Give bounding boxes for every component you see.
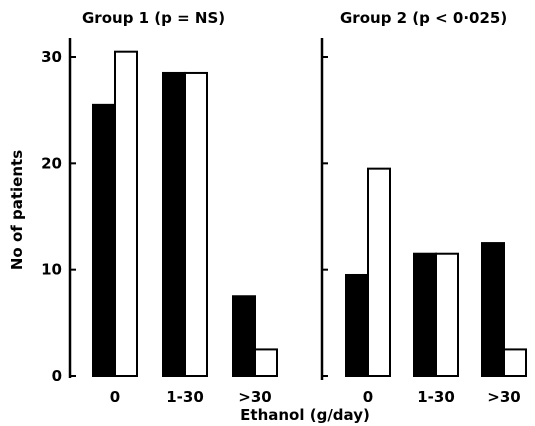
- panel-group-2: Group 2 (p < 0·025) 0 1-30 >30: [320, 9, 527, 406]
- y-ticks: 0 10 20 30: [41, 48, 76, 385]
- bar-solid-1: [162, 71, 186, 377]
- bar-outline-1: [435, 252, 459, 377]
- x-axis-label: Ethanol (g/day): [240, 406, 370, 424]
- bar-solid-2: [481, 242, 505, 377]
- category-label: 0: [110, 388, 120, 406]
- panel-title: Group 2 (p < 0·025): [340, 9, 507, 27]
- y-tick-label: 10: [41, 261, 62, 279]
- panel-group-1: Group 1 (p = NS) 0 10 20 30 0 1-30 >30: [41, 9, 278, 406]
- bar-outline-0: [114, 50, 138, 378]
- y-axis-label: No of patients: [8, 150, 26, 270]
- bar-outline-1: [184, 71, 208, 377]
- y-ticks: [322, 56, 328, 377]
- panel-title: Group 1 (p = NS): [82, 9, 225, 27]
- bars: [92, 50, 278, 378]
- y-tick-label: 30: [41, 48, 62, 66]
- category-label: >30: [487, 388, 520, 406]
- y-tick-label: 0: [52, 367, 62, 385]
- category-label: 0: [363, 388, 373, 406]
- bar-outline-0: [367, 167, 391, 377]
- bar-solid-1: [413, 252, 437, 377]
- category-label: >30: [238, 388, 271, 406]
- y-tick-label: 20: [41, 154, 62, 172]
- bar-outline-2: [503, 348, 527, 377]
- bar-solid-0: [345, 273, 369, 378]
- bars: [345, 167, 527, 378]
- category-labels: 0 1-30 >30: [363, 388, 521, 406]
- bar-solid-0: [92, 103, 116, 377]
- bar-outline-2: [254, 348, 278, 377]
- category-labels: 0 1-30 >30: [110, 388, 272, 406]
- bar-solid-2: [232, 295, 256, 377]
- category-label: 1-30: [417, 388, 455, 406]
- category-label: 1-30: [166, 388, 204, 406]
